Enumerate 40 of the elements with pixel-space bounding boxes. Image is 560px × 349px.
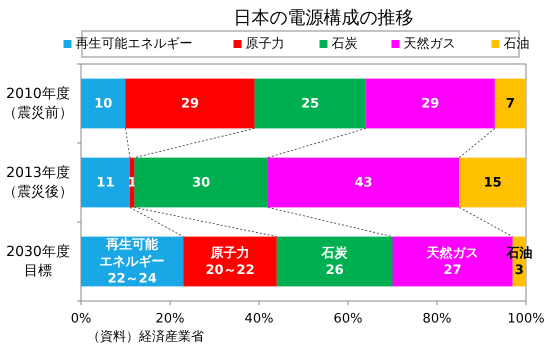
data-label: 29 (421, 96, 440, 111)
x-tick-label: 60% (334, 312, 362, 326)
legend-label: 再生可能エネルギー (76, 36, 192, 52)
bar (183, 236, 277, 286)
data-label: 天然ガス27 (426, 246, 479, 278)
y-tick-label: 2030年度目標 (6, 244, 70, 279)
data-label: 7 (506, 96, 515, 111)
x-tick-label: 80% (422, 312, 452, 326)
data-label: 15 (484, 175, 502, 190)
legend-label: 天然ガス (404, 36, 456, 52)
bar (254, 78, 366, 128)
data-label: 11 (96, 175, 115, 190)
x-tick-label: 100% (507, 312, 545, 326)
legend-label: 原子力 (246, 36, 284, 52)
data-label: 再生可能エネルギー22～24 (100, 236, 165, 286)
bar (81, 78, 126, 128)
bar (268, 158, 460, 208)
y-tick-label: 2010年度（震災前） (3, 86, 73, 121)
data-label: 43 (354, 175, 373, 190)
bar (494, 78, 526, 128)
bar (126, 78, 255, 128)
bar (366, 78, 495, 128)
data-label: 29 (180, 96, 200, 111)
x-tick-label: 40% (244, 312, 274, 326)
text: （資料）経済産業省 (87, 328, 204, 344)
bar (134, 158, 268, 208)
data-label: 30 (192, 175, 210, 190)
data-label: 25 (301, 96, 320, 111)
data-label: 10 (94, 96, 112, 111)
chart-title: 日本の電源構成の推移 (234, 8, 414, 28)
y-tick-label: 2013年度（震災後） (3, 165, 73, 200)
data-label: 石炭26 (320, 246, 349, 278)
legend-label: 石油 (504, 36, 530, 52)
bar (459, 158, 526, 208)
x-tick-label: 20% (156, 312, 184, 326)
data-label: 原子力20～22 (205, 246, 255, 278)
bar (276, 236, 392, 286)
x-tick-label: 0% (70, 312, 92, 326)
legend-label: 石炭 (332, 36, 358, 52)
bar (81, 158, 130, 208)
